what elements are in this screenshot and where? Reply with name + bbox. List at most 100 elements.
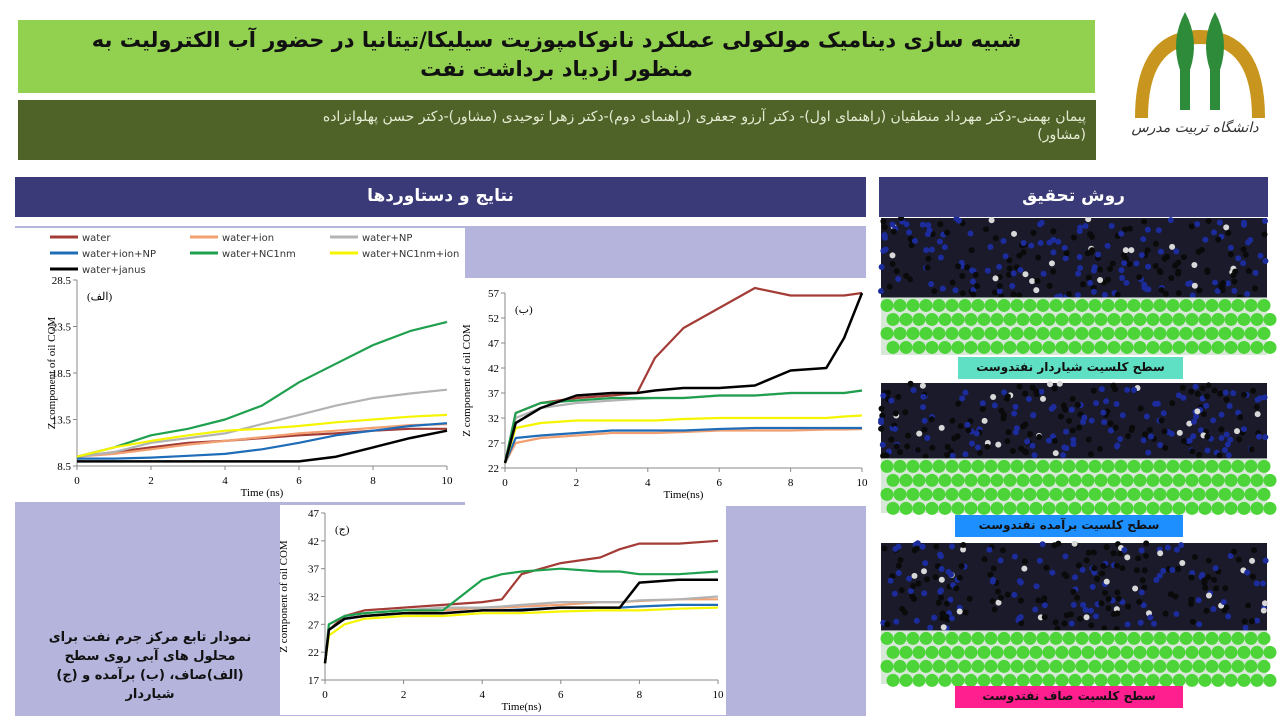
oil-molecule <box>974 283 981 290</box>
surface-atom <box>1036 487 1050 501</box>
oil-molecule <box>929 444 936 451</box>
oil-molecule <box>1124 386 1131 393</box>
oil-molecule <box>1204 447 1211 454</box>
series-line <box>76 320 448 458</box>
oil-molecule <box>1261 231 1268 238</box>
oil-molecule <box>1124 554 1131 561</box>
oil-molecule <box>1070 436 1077 443</box>
surface-atom <box>1036 298 1050 312</box>
surface-atom <box>1127 298 1141 312</box>
surface-atom <box>1042 645 1056 659</box>
oil-molecule <box>1188 600 1195 607</box>
surface-atom <box>945 326 959 340</box>
oil-molecule <box>914 540 921 547</box>
oil-molecule <box>1060 452 1067 459</box>
y-tick-label: 37 <box>308 564 320 576</box>
y-tick-label: 42 <box>308 536 319 548</box>
oil-molecule <box>1140 236 1147 243</box>
oil-molecule <box>1138 589 1145 596</box>
oil-molecule <box>911 572 918 579</box>
oil-molecule <box>1146 426 1153 433</box>
oil-molecule <box>911 595 918 602</box>
oil-molecule <box>1222 585 1229 592</box>
oil-molecule <box>924 434 931 441</box>
oil-molecule <box>941 244 948 251</box>
oil-molecule <box>1103 578 1110 585</box>
oil-molecule <box>1062 255 1069 262</box>
y-tick-label: 17 <box>308 675 320 687</box>
surface-atom <box>1179 459 1193 473</box>
oil-molecule <box>879 441 886 448</box>
oil-molecule <box>1074 594 1081 601</box>
surface-atom <box>1218 459 1232 473</box>
oil-molecule <box>1220 598 1227 605</box>
oil-molecule <box>938 566 945 573</box>
oil-molecule <box>1035 597 1042 604</box>
oil-molecule <box>1249 573 1256 580</box>
oil-molecule <box>1079 566 1086 573</box>
oil-molecule <box>1227 436 1234 443</box>
x-tick-label: 0 <box>74 475 80 487</box>
x-tick-label: 0 <box>502 477 508 489</box>
oil-molecule <box>1189 292 1196 299</box>
series-line <box>323 606 719 664</box>
oil-molecule <box>907 587 914 594</box>
oil-molecule <box>1198 246 1205 253</box>
oil-molecule <box>1230 390 1237 397</box>
oil-molecule <box>927 624 934 631</box>
oil-molecule <box>1180 394 1187 401</box>
surface-atom <box>1016 673 1030 687</box>
surface-atom <box>1023 298 1037 312</box>
surface-atom <box>1146 673 1160 687</box>
surface-atom <box>990 340 1004 354</box>
surface-atom <box>880 326 894 340</box>
surface-atom <box>1263 473 1277 487</box>
oil-molecule <box>1011 230 1018 237</box>
surface-atom <box>990 312 1004 326</box>
surface-atom <box>1185 340 1199 354</box>
oil-molecule <box>1221 447 1228 454</box>
surface-atom <box>1257 631 1271 645</box>
oil-molecule <box>1224 280 1231 287</box>
surface-atom <box>1166 487 1180 501</box>
surface-atom <box>1010 659 1024 673</box>
oil-molecule <box>1204 433 1211 440</box>
oil-molecule <box>954 433 961 440</box>
oil-molecule <box>1232 268 1239 275</box>
series-line <box>77 429 448 463</box>
oil-molecule <box>923 247 930 254</box>
oil-molecule <box>921 590 928 597</box>
surface-atom <box>951 673 965 687</box>
oil-molecule <box>1143 552 1150 559</box>
surface-atom <box>886 473 900 487</box>
x-tick-label: 4 <box>645 477 651 489</box>
oil-molecule <box>969 440 976 447</box>
oil-molecule <box>996 283 1003 290</box>
authors-line: پیمان بهمنی-دکتر مهرداد منطقیان (راهنمای… <box>322 109 1086 125</box>
oil-molecule <box>1156 572 1163 579</box>
chart: 22 27 32 37 42 47 52 57 0 2 4 6 8 10 Time(ns) Z compone… <box>461 286 868 501</box>
surface-atom <box>971 298 985 312</box>
oil-molecule <box>1144 226 1151 233</box>
surface-atom <box>1140 659 1154 673</box>
oil-molecule <box>895 543 902 550</box>
oil-molecule <box>1213 585 1220 592</box>
oil-molecule <box>1189 618 1196 625</box>
oil-molecule <box>1199 571 1206 578</box>
oil-molecule <box>957 423 964 430</box>
surface-atom <box>906 631 920 645</box>
oil-molecule <box>933 543 940 550</box>
oil-molecule <box>1220 280 1227 287</box>
surface-atom <box>1068 673 1082 687</box>
oil-molecule <box>1009 282 1016 289</box>
series-line <box>323 578 718 664</box>
oil-molecule <box>1010 291 1017 298</box>
oil-molecule <box>1254 617 1261 624</box>
oil-molecule <box>981 556 988 563</box>
oil-molecule <box>932 574 939 581</box>
oil-molecule <box>1262 217 1269 224</box>
oil-molecule <box>1231 287 1238 294</box>
chart-title: (ب) <box>515 304 533 316</box>
surface-atom <box>1218 487 1232 501</box>
